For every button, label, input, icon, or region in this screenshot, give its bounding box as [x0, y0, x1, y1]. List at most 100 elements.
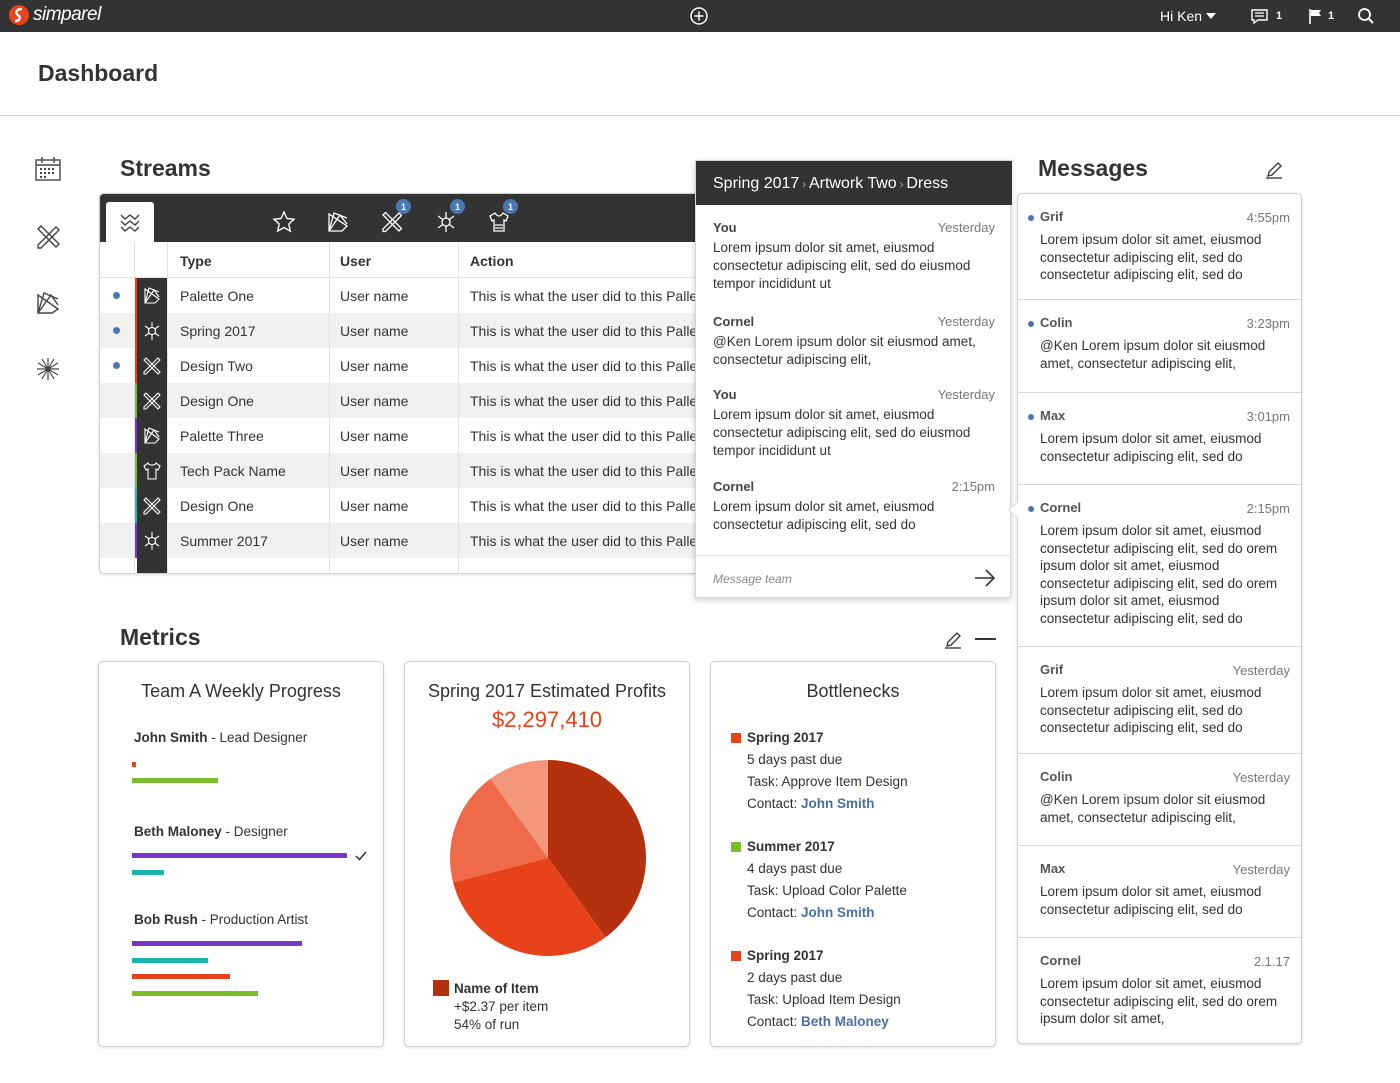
message-item[interactable]: Grif Yesterday Lorem ipsum dolor sit ame… — [1018, 647, 1301, 754]
breadcrumb-item[interactable]: Dress — [906, 175, 949, 192]
message-text: Lorem ipsum dolor sit amet, eiusmod cons… — [713, 407, 971, 458]
stream-row[interactable]: Palette Three User name This is what the u… — [100, 418, 703, 453]
column-header-type[interactable]: Type — [180, 253, 212, 269]
header-divider — [0, 115, 1400, 116]
member-name: Beth Maloney — [134, 824, 222, 839]
stream-row[interactable]: Design One User name This is what the user… — [100, 488, 703, 523]
flags-button[interactable]: 1 — [1308, 0, 1334, 32]
message-item[interactable]: Cornel 2.1.17 Lorem ipsum dolor sit amet… — [1018, 938, 1301, 1043]
season-icon — [437, 212, 455, 232]
message-preview: @Ken Lorem ipsum dolor sit eiusmod amet,… — [1040, 792, 1266, 825]
fabric-icon — [37, 358, 59, 380]
stream-action: This is what the user did to this Pallet — [470, 498, 702, 514]
flags-count: 1 — [1328, 10, 1335, 22]
message-text: Lorem ipsum dolor sit amet, eiusmod cons… — [713, 499, 935, 532]
tab-seasons[interactable]: 1 — [422, 199, 470, 242]
tab-techpacks[interactable]: 1 — [475, 199, 523, 242]
status-square — [731, 733, 741, 743]
row-icon-box — [137, 418, 167, 453]
contact-link[interactable]: John Smith — [801, 905, 875, 920]
bottleneck-title[interactable]: Summer 2017 — [747, 839, 835, 854]
tab-favorites[interactable] — [260, 202, 308, 242]
column-header-user[interactable]: User — [340, 253, 372, 269]
status-strip — [134, 453, 137, 488]
pencil-icon — [945, 632, 961, 649]
stream-row[interactable]: Palette One User name This is what the use… — [100, 278, 703, 313]
progress-bar — [132, 778, 218, 783]
palette-icon — [328, 212, 349, 232]
stream-row[interactable]: Spring 2017 User name This is what the use… — [100, 313, 703, 348]
breadcrumb-separator-icon: › — [802, 179, 806, 191]
messages-button[interactable]: 1 — [1248, 0, 1282, 32]
message-time: 2:15pm — [1246, 501, 1290, 516]
nav-calendar[interactable] — [33, 154, 63, 184]
search-button[interactable] — [1357, 0, 1375, 32]
message-input[interactable]: Message team — [696, 555, 1012, 599]
bottleneck-title[interactable]: Spring 2017 — [747, 948, 824, 963]
row-icon-box — [137, 453, 167, 488]
team-member: John Smith - Lead Designer — [134, 730, 307, 745]
message-time: 2.1.17 — [1253, 954, 1290, 969]
message-item[interactable]: Colin 3:23pm @Ken Lorem ipsum dolor sit … — [1018, 300, 1301, 393]
user-menu[interactable]: Hi Ken — [1160, 0, 1217, 32]
messages-title: Messages — [1038, 155, 1148, 181]
stream-user: User name — [340, 463, 409, 479]
stream-type: Palette One — [180, 288, 254, 304]
stream-row[interactable]: Design One User name This is what the user… — [100, 383, 703, 418]
message-item[interactable]: Colin Yesterday @Ken Lorem ipsum dolor s… — [1018, 754, 1301, 846]
message-item[interactable]: Cornel 2:15pm Lorem ipsum dolor sit amet… — [1018, 485, 1301, 647]
message-item[interactable]: Grif 4:55pm Lorem ipsum dolor sit amet, … — [1018, 194, 1301, 300]
stream-row[interactable]: Tech Pack Name User name This is what the … — [100, 453, 703, 488]
messages-list: Grif 4:55pm Lorem ipsum dolor sit amet, … — [1017, 193, 1302, 1044]
collapse-metrics-button[interactable] — [975, 638, 996, 640]
message-time: Yesterday — [937, 314, 995, 329]
nav-materials[interactable] — [33, 354, 63, 384]
streams-card: 1 1 1 Type User Action Palette One User n… — [99, 193, 704, 574]
message-item[interactable]: Max 3:01pm Lorem ipsum dolor sit amet, e… — [1018, 393, 1301, 485]
stream-row[interactable] — [100, 558, 703, 573]
bottleneck-title[interactable]: Spring 2017 — [747, 730, 824, 745]
flag-icon — [1309, 9, 1321, 24]
contact-link[interactable]: John Smith — [801, 796, 875, 811]
design-icon — [143, 356, 161, 375]
stream-row[interactable]: Summer 2017 User name This is what the use… — [100, 523, 703, 558]
unread-dot — [1028, 215, 1034, 221]
nav-palettes[interactable] — [33, 288, 63, 318]
tab-palettes[interactable] — [314, 202, 362, 242]
edit-metrics-button[interactable] — [943, 630, 963, 650]
stream-user: User name — [340, 498, 409, 514]
palette-icon — [144, 426, 160, 444]
contact-label: Contact: — [747, 796, 802, 811]
edit-messages-button[interactable] — [1264, 160, 1284, 180]
breadcrumb-artwork[interactable]: Artwork Two — [808, 175, 897, 192]
tab-designs[interactable]: 1 — [368, 199, 416, 242]
stream-action: This is what the user did to this Pallet — [470, 358, 702, 374]
bottleneck-task: Task: Upload Color Palette — [747, 883, 907, 898]
message-item[interactable]: Max Yesterday Lorem ipsum dolor sit amet… — [1018, 846, 1301, 938]
add-button[interactable] — [689, 0, 709, 32]
member-role: - Production Artist — [197, 912, 309, 927]
brand-logo[interactable]: simparel — [8, 4, 101, 26]
breadcrumb-season[interactable]: Spring 2017 — [713, 175, 800, 192]
stream-row[interactable]: Design Two User name This is what the user… — [100, 348, 703, 383]
column-header-action[interactable]: Action — [470, 253, 514, 269]
row-icon-box — [137, 383, 167, 418]
top-bar: simparel Hi Ken 1 1 — [0, 0, 1400, 32]
unread-dot — [113, 327, 120, 334]
contact-link[interactable]: Beth Maloney — [801, 1014, 889, 1029]
status-square — [731, 951, 741, 961]
message-text: Lorem ipsum dolor sit amet, eiusmod cons… — [713, 240, 971, 291]
tab-all[interactable] — [106, 202, 154, 242]
message-author: Grif — [1040, 662, 1064, 677]
message-time: Yesterday — [1232, 862, 1290, 877]
bottleneck-task: Task: Approve Item Design — [747, 774, 908, 789]
message-preview: Lorem ipsum dolor sit amet, eiusmod cons… — [1040, 685, 1262, 736]
nav-designs[interactable] — [33, 222, 63, 252]
season-icon — [144, 321, 160, 340]
bottleneck-item: Summer 2017 4 days past due Task: Upload… — [731, 836, 907, 924]
bottleneck-task: Task: Upload Item Design — [747, 992, 901, 1007]
pie-slice — [450, 778, 548, 883]
send-arrow-icon[interactable] — [974, 569, 996, 587]
checkmark-icon — [355, 851, 367, 861]
message-author: Max — [1040, 861, 1066, 876]
